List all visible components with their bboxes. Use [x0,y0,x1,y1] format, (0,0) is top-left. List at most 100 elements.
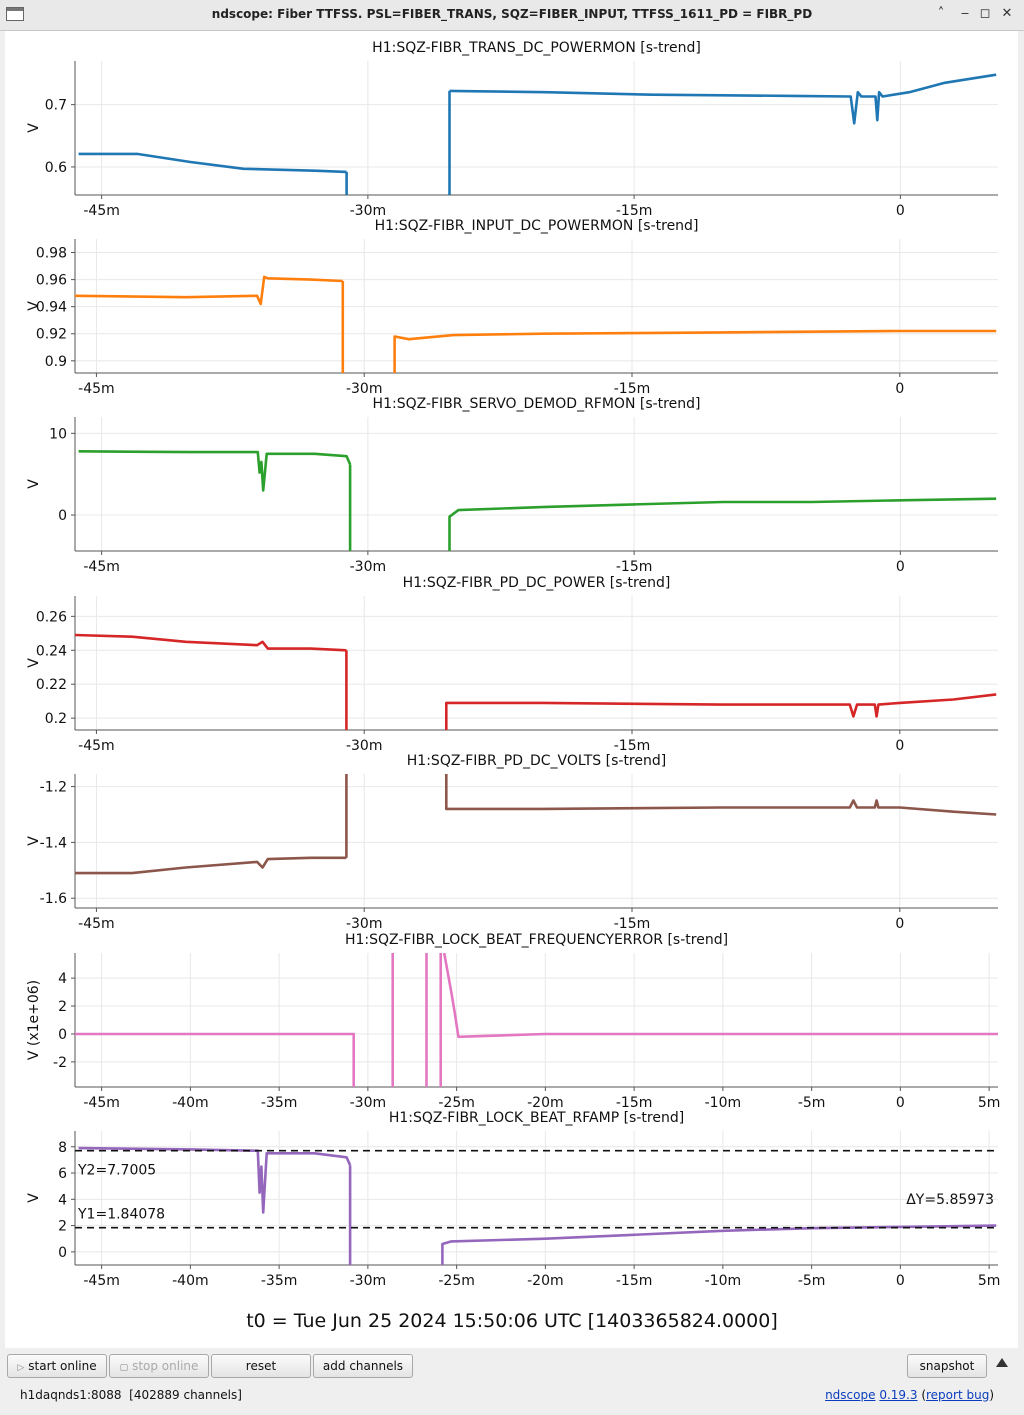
app-window-icon [6,7,24,21]
expand-arrow-icon[interactable] [996,1358,1008,1367]
x-tick-label: -30m [346,381,383,397]
x-tick-label: -30m [346,916,383,932]
y-axis-label: V [26,123,42,133]
series-group [78,1146,997,1265]
x-tick-label: -40m [172,1095,209,1111]
x-tick-label: -15m [616,559,653,575]
plot-panel-6[interactable]: H1:SQZ-FIBR_LOCK_BEAT_FREQUENCYERROR [s-… [26,932,1000,1111]
series-group [78,450,997,551]
y-tick-label: 0.92 [36,327,67,343]
x-tick-label: -45m [83,1095,120,1111]
x-tick-label: 5m [978,1095,1001,1111]
stop-icon: ▢ [119,1363,129,1373]
y-tick-label: 0.96 [36,273,67,289]
play-icon: ▷ [17,1363,25,1373]
y-tick-label: 0.22 [36,677,67,693]
x-tick-label: -30m [346,738,383,754]
x-tick-label: -45m [78,916,115,932]
x-tick-label: -15m [614,381,651,397]
window-titlebar: ndscope: Fiber TTFSS. PSL=FIBER_TRANS, S… [0,0,1024,31]
y-tick-label: -1.2 [40,780,67,796]
plots-canvas[interactable]: H1:SQZ-FIBR_TRANS_DC_POWERMON [s-trend] 0… [5,31,1018,1311]
start-online-button[interactable]: ▷ start online [7,1354,107,1378]
y-tick-label: 6 [58,1166,67,1182]
x-tick-label: -30m [350,559,387,575]
snapshot-button[interactable]: snapshot [907,1354,987,1378]
x-tick-label: 0 [896,1273,905,1289]
plot-panel-2[interactable]: H1:SQZ-FIBR_INPUT_DC_POWERMON [s-trend] 0… [26,218,998,397]
series-line [78,450,352,492]
series-line [448,497,997,551]
x-tick-label: -45m [78,381,115,397]
window-title: ndscope: Fiber TTFSS. PSL=FIBER_TRANS, S… [211,7,813,21]
stop-online-button[interactable]: ▢ stop online [109,1354,209,1378]
plot-area[interactable]: H1:SQZ-FIBR_TRANS_DC_POWERMON [s-trend] 0… [5,31,1018,1348]
x-tick-label: -35m [261,1273,298,1289]
x-tick-label: -45m [83,203,120,219]
x-tick-label: 0 [895,738,904,754]
x-tick-label: 0 [895,381,904,397]
minimize-icon[interactable]: ˄ [937,6,945,21]
series-line [393,329,997,373]
t0-label: t0 = Tue Jun 25 2024 15:50:06 UTC [14033… [246,1310,778,1332]
x-tick-label: -25m [438,1095,475,1111]
y-tick-label: 0 [58,1245,67,1261]
status-bar: h1daqnds1:8088 [402889 channels] ndscope… [0,1382,1024,1415]
x-tick-label: -20m [527,1273,564,1289]
series-line [75,275,343,306]
y-axis-label: V [26,1193,42,1203]
series-group [75,275,997,373]
maximize-button[interactable]: ◻ [979,6,991,21]
version-link[interactable]: 0.19.3 [879,1388,918,1402]
y-axis-label: V (x1e+06) [26,980,42,1060]
y-axis-label: V [26,479,42,489]
y-tick-label: 4 [58,971,67,987]
x-tick-label: -15m [616,1273,653,1289]
x-tick-label: 0 [896,1095,905,1111]
ndscope-link[interactable]: ndscope [825,1388,876,1402]
x-tick-label: -15m [614,916,651,932]
series-line [441,1224,997,1265]
server-info: h1daqnds1:8088 [402889 channels] [20,1388,242,1402]
series-line [444,774,997,816]
x-tick-label: -5m [798,1095,826,1111]
add-channels-button[interactable]: add channels [313,1354,413,1378]
y-tick-label: 8 [58,1140,67,1156]
y-tick-label: 0.6 [45,160,67,176]
series-group [78,73,997,195]
y-cursor-label: Y1=1.84078 [77,1207,165,1223]
x-tick-label: 0 [896,559,905,575]
y-tick-label: 0.9 [45,354,67,370]
plot-panel-1[interactable]: H1:SQZ-FIBR_TRANS_DC_POWERMON [s-trend] 0… [26,40,998,219]
close-button[interactable]: ✕ [1001,6,1013,21]
x-tick-label: -30m [350,1095,387,1111]
x-tick-label: 5m [978,1273,1001,1289]
start-online-label: start online [28,1359,97,1373]
plot-title: H1:SQZ-FIBR_PD_DC_VOLTS [s-trend] [407,753,666,769]
y-axis-label: V [26,658,42,668]
x-tick-label: -40m [172,1273,209,1289]
y-tick-label: 4 [58,1192,67,1208]
bottom-toolbar: ▷ start online ▢ stop online reset add cha… [0,1350,1024,1382]
x-tick-label: -30m [350,1273,387,1289]
plot-panel-3[interactable]: H1:SQZ-FIBR_SERVO_DEMOD_RFMON [s-trend] 0… [26,396,998,575]
minimize-button[interactable]: ‒ [960,6,970,21]
x-tick-label: -15m [614,738,651,754]
plot-title: H1:SQZ-FIBR_TRANS_DC_POWERMON [s-trend] [372,40,701,56]
x-tick-label: -20m [527,1095,564,1111]
x-tick-label: 0 [896,203,905,219]
y-cursor-label: Y2=7.7005 [77,1163,156,1179]
y-axis-label: V [26,836,42,846]
plot-panel-5[interactable]: H1:SQZ-FIBR_PD_DC_VOLTS [s-trend] -1.6 -1.… [26,753,998,932]
reset-button[interactable]: reset [211,1354,311,1378]
report-bug-link[interactable]: report bug [926,1388,990,1402]
x-tick-label: -30m [350,203,387,219]
y-tick-label: 2 [58,999,67,1015]
plot-panel-4[interactable]: H1:SQZ-FIBR_PD_DC_POWER [s-trend] 0.2 0.22… [26,575,998,754]
series-line [449,73,997,125]
plot-panel-7[interactable]: H1:SQZ-FIBR_LOCK_BEAT_RFAMP [s-trend] 0 2 4… [26,1110,1000,1289]
x-tick-label: -5m [798,1273,826,1289]
y-tick-label: 10 [49,426,67,442]
plot-title: H1:SQZ-FIBR_PD_DC_POWER [s-trend] [403,575,671,591]
y-tick-label: 0 [58,1027,67,1043]
